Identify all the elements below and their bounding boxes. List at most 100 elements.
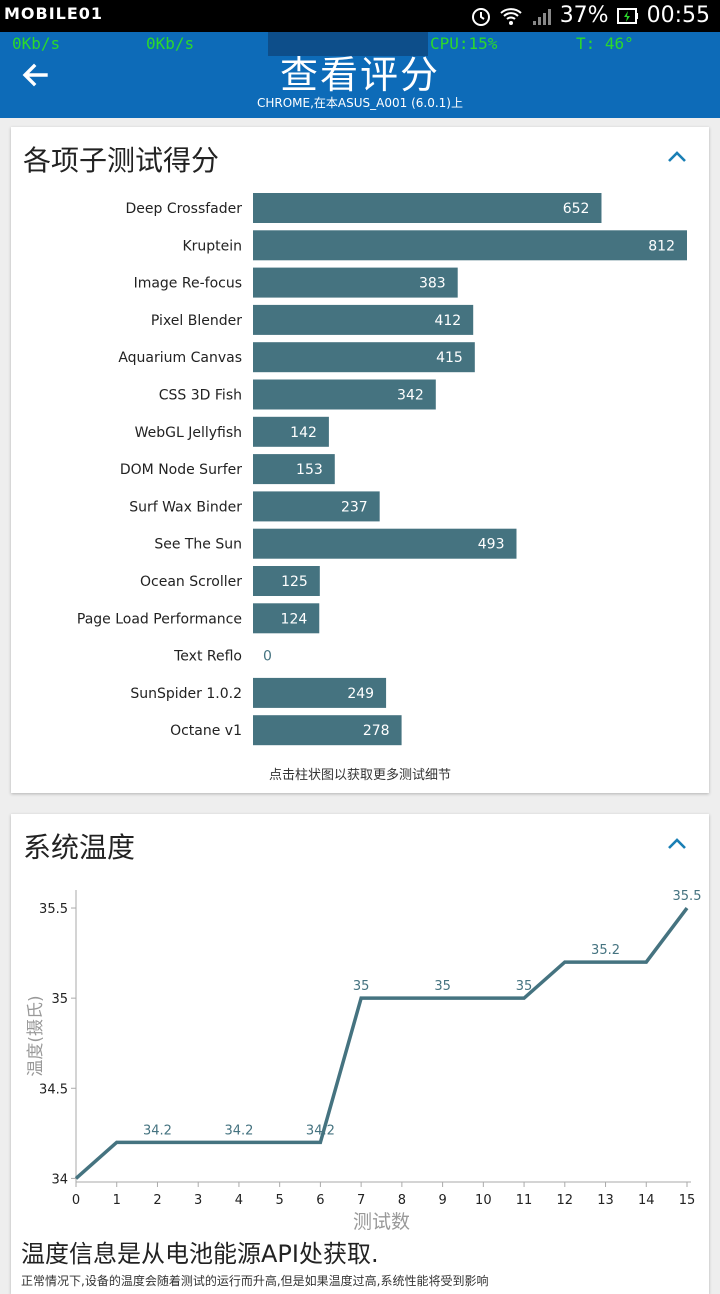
- point-value-label: 35: [516, 979, 533, 994]
- point-value-label: 34.2: [306, 1123, 335, 1138]
- y-axis-title: 温度(摄氏): [26, 995, 46, 1076]
- temperature-note: 温度信息是从电池能源API处获取.: [21, 1240, 379, 1268]
- score-bar[interactable]: [253, 677, 387, 708]
- bar-category-label: Text Reflo: [173, 649, 242, 665]
- bar-category-label: Deep Crossfader: [126, 201, 243, 217]
- score-bar[interactable]: [253, 491, 380, 522]
- y-tick-label: 34.5: [39, 1082, 68, 1097]
- point-value-label: 35: [434, 979, 451, 994]
- x-tick-label: 10: [475, 1193, 492, 1208]
- bar-value-label: 412: [434, 313, 461, 329]
- monitor-overlay: 0Kb/s 0Kb/s CPU:15% T: 46°: [0, 32, 720, 56]
- bar-value-label: 0: [263, 649, 272, 665]
- clock: 00:55: [646, 3, 710, 28]
- x-tick-label: 8: [398, 1193, 406, 1208]
- bar-value-label: 142: [290, 425, 317, 441]
- bar-value-label: 153: [296, 462, 323, 478]
- x-tick-label: 15: [679, 1193, 696, 1208]
- x-tick-label: 7: [357, 1193, 365, 1208]
- bar-category-label: Pixel Blender: [151, 313, 242, 329]
- page-title: 查看评分: [279, 53, 440, 97]
- bar-category-label: Image Re-focus: [134, 276, 242, 292]
- bar-category-label: DOM Node Surfer: [120, 462, 242, 478]
- score-bar[interactable]: [253, 230, 687, 261]
- x-tick-label: 0: [72, 1193, 80, 1208]
- bar-value-label: 812: [648, 238, 675, 254]
- x-tick-label: 14: [638, 1193, 655, 1208]
- bar-value-label: 124: [281, 611, 308, 627]
- bar-category-label: Surf Wax Binder: [129, 499, 242, 515]
- collapse-chevron-icon[interactable]: [667, 149, 687, 163]
- x-axis-title: 测试数: [353, 1211, 410, 1230]
- x-tick-label: 1: [113, 1193, 121, 1208]
- back-arrow-icon[interactable]: [20, 60, 50, 90]
- bar-category-label: CSS 3D Fish: [159, 388, 242, 404]
- score-bar[interactable]: [253, 416, 329, 447]
- battery-percent: 37%: [559, 3, 609, 28]
- bar-value-label: 493: [478, 537, 505, 553]
- bar-value-label: 652: [563, 201, 590, 217]
- x-tick-label: 12: [557, 1193, 574, 1208]
- bar-category-label: Octane v1: [170, 723, 242, 739]
- bar-category-label: Ocean Scroller: [140, 574, 242, 590]
- bar-value-label: 415: [436, 350, 463, 366]
- bar-category-label: WebGL Jellyfish: [135, 425, 242, 441]
- bar-value-label: 125: [281, 574, 308, 590]
- x-tick-label: 5: [276, 1193, 284, 1208]
- scores-hint: 点击柱状图以获取更多测试细节: [268, 768, 451, 783]
- score-bar[interactable]: [253, 267, 458, 298]
- point-value-label: 35: [353, 979, 370, 994]
- x-tick-label: 13: [597, 1193, 614, 1208]
- y-tick-label: 35: [51, 992, 68, 1007]
- bar-category-label: See The Sun: [154, 537, 242, 553]
- scores-card: 各项子测试得分 Deep Crossfader 652 Kruptein 812 Ima…: [11, 127, 709, 793]
- bar-value-label: 278: [363, 723, 390, 739]
- score-bar[interactable]: [253, 193, 602, 223]
- x-tick-label: 9: [438, 1193, 446, 1208]
- battery-charging-icon: [616, 7, 638, 24]
- status-icons: 37% 00:55: [470, 3, 710, 28]
- bar-category-label: SunSpider 1.0.2: [130, 686, 242, 702]
- temperature-card-title: 系统温度: [23, 831, 136, 864]
- wifi-icon: [500, 7, 522, 25]
- y-tick-label: 35.5: [39, 902, 68, 917]
- net-down-readout: 0Kb/s: [12, 34, 61, 53]
- alarm-icon: [471, 7, 490, 26]
- temp-readout: T: 46°: [576, 34, 634, 53]
- point-value-label: 35.2: [591, 943, 620, 958]
- bar-category-label: Aquarium Canvas: [118, 350, 242, 366]
- bar-value-label: 383: [419, 276, 446, 292]
- x-tick-label: 4: [235, 1193, 243, 1208]
- score-bar[interactable]: [253, 528, 517, 559]
- x-tick-label: 11: [516, 1193, 533, 1208]
- signal-icon: [532, 8, 551, 25]
- score-bar[interactable]: [253, 342, 475, 373]
- score-bar[interactable]: [253, 304, 474, 335]
- scores-card-title: 各项子测试得分: [23, 144, 220, 177]
- net-up-readout: 0Kb/s: [146, 34, 195, 53]
- point-value-label: 34.2: [224, 1123, 253, 1138]
- status-bar: MOBILE01 37% 00:55: [0, 0, 720, 32]
- bar-value-label: 249: [347, 686, 374, 702]
- score-bar[interactable]: [253, 603, 320, 634]
- bar-category-label: Kruptein: [182, 238, 242, 254]
- page-subtitle: CHROME,在本ASUS_A001 (6.0.1)上: [257, 96, 463, 110]
- cpu-readout: CPU:15%: [430, 34, 498, 53]
- y-tick-label: 34: [51, 1172, 68, 1187]
- temperature-card: 系统温度 34 34.5 35 35.5 0 1 2 3 4 5 6 7 8 9 10 11 12 13 14 15 3…: [11, 814, 709, 1294]
- score-bar[interactable]: [253, 715, 402, 746]
- temperature-series-line: [74, 906, 689, 1180]
- bar-category-label: Page Load Performance: [77, 611, 242, 627]
- point-value-label: 35.5: [673, 889, 702, 904]
- bar-value-label: 342: [397, 388, 424, 404]
- x-tick-label: 6: [316, 1193, 324, 1208]
- collapse-chevron-icon[interactable]: [667, 836, 687, 850]
- brand-label: MOBILE01: [4, 4, 104, 23]
- score-bar[interactable]: [253, 454, 335, 485]
- point-value-label: 34.2: [143, 1123, 172, 1138]
- x-tick-label: 2: [153, 1193, 161, 1208]
- scores-bar-chart[interactable]: Deep Crossfader 652 Kruptein 812 Image Re-fo…: [11, 187, 709, 757]
- temperature-note-detail: 正常情况下,设备的温度会随着测试的运行而升高,但是如果温度过高,系统性能将受到影…: [21, 1274, 489, 1288]
- score-bar[interactable]: [253, 566, 320, 596]
- score-bar[interactable]: [253, 379, 436, 410]
